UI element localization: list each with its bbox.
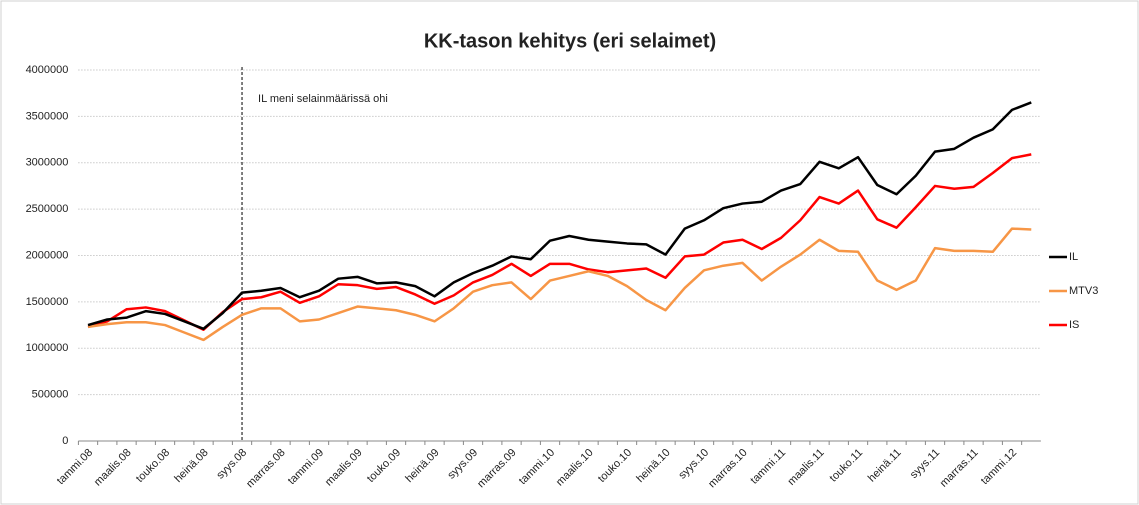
annotation-text: IL meni selainmäärissä ohi	[258, 93, 388, 105]
y-tick-label: 1500000	[26, 296, 69, 308]
series-line	[87, 153, 1032, 331]
legend-label: IS	[1069, 319, 1079, 331]
y-tick-label: 500000	[32, 389, 69, 401]
y-tick-label: 2000000	[26, 249, 69, 261]
legend-label: IL	[1069, 251, 1078, 263]
y-tick-label: 2500000	[26, 203, 69, 215]
series-line	[87, 101, 1032, 331]
y-tick-label: 3500000	[26, 110, 69, 122]
y-tick-label: 3000000	[26, 157, 69, 169]
legend-label: MTV3	[1069, 285, 1098, 297]
chart-title: KK-tason kehitys (eri selaimet)	[424, 30, 716, 52]
y-tick-label: 0	[62, 435, 68, 447]
y-tick-label: 4000000	[26, 64, 69, 76]
series-line	[87, 227, 1032, 342]
y-tick-label: 1000000	[26, 342, 69, 354]
